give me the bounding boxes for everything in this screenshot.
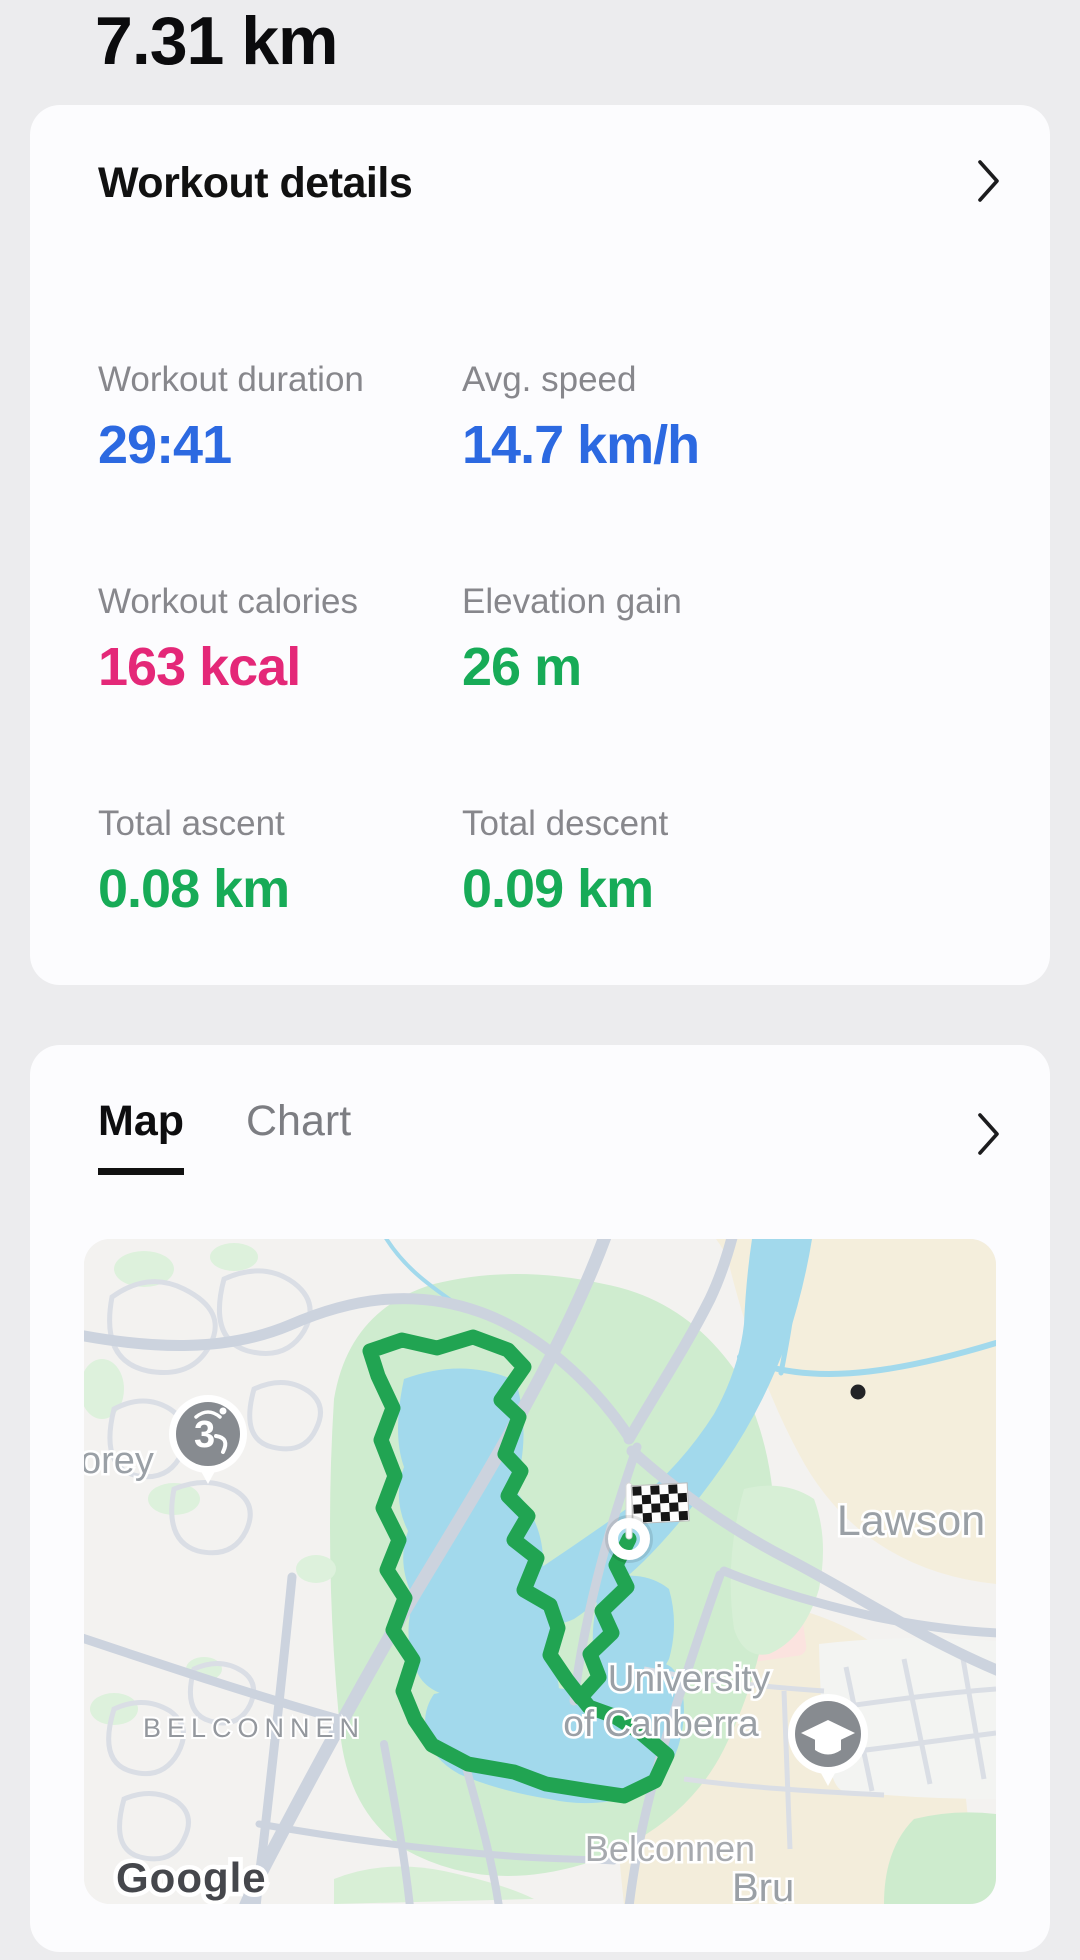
stat-label: Total descent bbox=[462, 804, 669, 843]
chevron-right-icon[interactable] bbox=[976, 157, 1002, 210]
stat-label: Avg. speed bbox=[462, 360, 637, 399]
stat-elevation-gain: Elevation gain 26 m bbox=[462, 582, 1050, 698]
stat-label: Workout duration bbox=[98, 360, 364, 399]
google-attribution: Google bbox=[116, 1854, 267, 1901]
stat-avg-speed: Avg. speed 14.7 km/h bbox=[462, 360, 1050, 476]
map-park-bottom bbox=[334, 1866, 534, 1904]
start-ring-icon bbox=[608, 1518, 650, 1560]
map-park-corner bbox=[884, 1812, 996, 1904]
map-card-header: Map Chart bbox=[30, 1045, 1050, 1175]
stat-workout-calories: Workout calories 163 kcal bbox=[98, 582, 462, 698]
map-label-bruce: Bru bbox=[732, 1866, 794, 1904]
university-pin[interactable] bbox=[788, 1694, 868, 1786]
workout-details-header[interactable]: Workout details bbox=[30, 105, 1050, 210]
finish-flag-marker bbox=[605, 1482, 690, 1563]
workout-details-title: Workout details bbox=[98, 159, 413, 207]
poi-dot bbox=[850, 1384, 866, 1400]
om-icon: 3 bbox=[194, 1407, 228, 1456]
tab-chart[interactable]: Chart bbox=[246, 1097, 352, 1145]
stat-total-descent: Total descent 0.09 km bbox=[462, 804, 1050, 920]
map-label-florey: orey bbox=[84, 1440, 154, 1482]
stat-value: 29:41 bbox=[98, 415, 232, 475]
workout-stats-grid: Workout duration 29:41 Avg. speed 14.7 k… bbox=[98, 360, 1050, 920]
tab-map[interactable]: Map bbox=[98, 1097, 184, 1175]
stat-value: 163 kcal bbox=[98, 637, 301, 697]
map-label-university-2: of Canberra bbox=[563, 1703, 759, 1744]
temple-pin[interactable]: 3 bbox=[169, 1395, 247, 1484]
total-distance-title: 7.31 km bbox=[95, 3, 339, 79]
map-route bbox=[362, 1329, 675, 1804]
stat-total-ascent: Total ascent 0.08 km bbox=[98, 804, 462, 920]
stat-workout-duration: Workout duration 29:41 bbox=[98, 360, 462, 476]
map-chart-card: Map Chart bbox=[30, 1045, 1050, 1952]
map-canvas: 3 bbox=[84, 1239, 996, 1904]
workout-details-card: Workout details Workout duration 29:41 A… bbox=[30, 105, 1050, 985]
stat-label: Total ascent bbox=[98, 804, 285, 843]
stat-label: Elevation gain bbox=[462, 582, 682, 621]
graduation-cap-icon bbox=[801, 1720, 855, 1755]
map-label-lawson: Lawson bbox=[837, 1497, 985, 1545]
start-ring-shadow bbox=[605, 1515, 653, 1563]
map-park-patch bbox=[114, 1251, 174, 1287]
map-park-east bbox=[730, 1485, 823, 1655]
map-label-belconnen-district: BELCONNEN bbox=[143, 1713, 365, 1743]
stat-label: Workout calories bbox=[98, 582, 359, 621]
checkered-flag-icon bbox=[630, 1482, 690, 1525]
map-park-patch bbox=[210, 1243, 258, 1271]
stat-value: 0.09 km bbox=[462, 859, 654, 919]
map-major-roads bbox=[84, 1239, 996, 1904]
map-label-university-1: University bbox=[608, 1658, 771, 1699]
map-label-belconnen-town: Belconnen bbox=[585, 1828, 755, 1869]
stat-value: 26 m bbox=[462, 637, 582, 697]
route-map[interactable]: 3 bbox=[84, 1239, 996, 1904]
map-park-patch bbox=[296, 1555, 336, 1583]
stat-value: 14.7 km/h bbox=[462, 415, 700, 475]
chevron-right-icon[interactable] bbox=[976, 1110, 1002, 1163]
map-park-patch bbox=[84, 1359, 124, 1419]
stat-value: 0.08 km bbox=[98, 859, 290, 919]
svg-text:3: 3 bbox=[194, 1414, 215, 1456]
map-chart-tabs: Map Chart bbox=[98, 1097, 351, 1175]
